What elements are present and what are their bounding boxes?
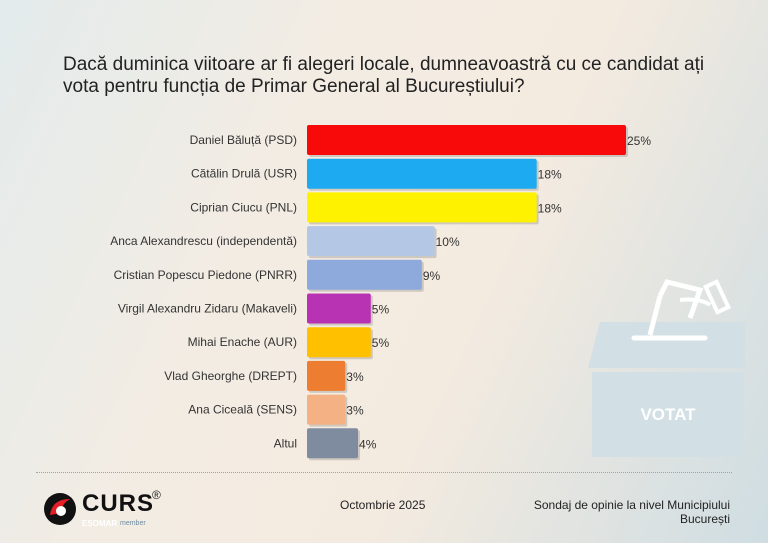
bar — [307, 327, 371, 358]
divider — [36, 472, 732, 473]
data-label: 18% — [538, 168, 562, 182]
category-label: Ana Ciceală (SENS) — [188, 403, 297, 417]
survey-description: Sondaj de opinie la nivel Municipiului B… — [534, 498, 730, 526]
bar — [307, 226, 435, 257]
bar — [307, 158, 537, 189]
curs-logo: CURS ® ESOMAR member — [42, 488, 172, 533]
ballot-box-icon: VOTAT — [588, 279, 745, 457]
bar — [307, 125, 626, 155]
data-label: 9% — [423, 269, 441, 283]
data-label: 10% — [436, 235, 460, 249]
bar — [307, 394, 346, 425]
category-label: Vlad Gheorghe (DREPT) — [164, 369, 297, 383]
category-label: Virgil Alexandru Zidaru (Makaveli) — [118, 302, 297, 316]
data-label: 18% — [538, 201, 562, 215]
chart-title: Dacă duminica viitoare ar fi alegeri loc… — [63, 54, 705, 97]
data-label: 3% — [346, 404, 364, 418]
data-label: 25% — [627, 134, 651, 148]
curs-logo-icon — [44, 493, 76, 525]
bar — [307, 360, 346, 391]
category-label: Cristian Popescu Piedone (PNRR) — [114, 268, 297, 282]
data-label: 5% — [372, 303, 390, 317]
data-label: 4% — [359, 437, 377, 451]
survey-date: Octombrie 2025 — [340, 498, 426, 512]
member-label: member — [120, 520, 146, 527]
bar — [307, 293, 371, 324]
data-label: 3% — [346, 370, 364, 384]
category-label: Anca Alexandrescu (independentă) — [110, 234, 297, 248]
logo-registered: ® — [152, 488, 161, 502]
category-label: Altul — [274, 436, 297, 450]
survey-line-1: Sondaj de opinie la nivel Municipiului — [533, 498, 730, 512]
data-label: 5% — [372, 336, 390, 350]
category-label: Mihai Enache (AUR) — [188, 335, 297, 349]
bar — [307, 192, 537, 223]
bar — [307, 428, 359, 459]
category-label: Ciprian Ciucu (PNL) — [190, 200, 297, 214]
survey-line-2: București — [679, 512, 730, 526]
ballot-box-label: VOTAT — [640, 405, 696, 424]
logo-text: CURS — [82, 490, 155, 517]
bar — [307, 259, 422, 290]
category-label: Cătălin Drulă (USR) — [191, 167, 297, 181]
category-label: Daniel Băluță (PSD) — [190, 133, 297, 147]
esomar-label: ESOMAR — [82, 519, 118, 528]
